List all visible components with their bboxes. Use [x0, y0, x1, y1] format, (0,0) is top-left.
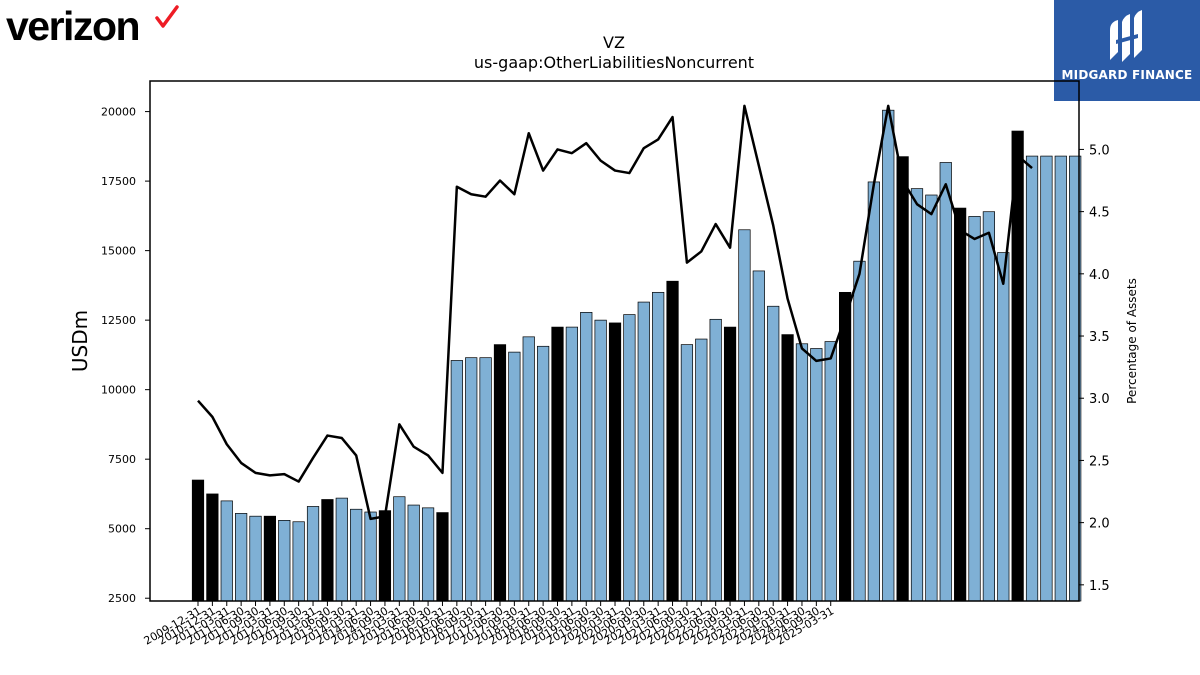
bar-2022-06-30: [910, 188, 924, 602]
bar-2012-06-30: [335, 497, 348, 602]
line-series: [197, 104, 1033, 521]
bar-2019-03-31: [723, 326, 737, 602]
bar-2010-09-30: [235, 513, 248, 602]
bar-2017-06-30: [623, 314, 636, 602]
bar-2012-09-30: [350, 508, 363, 602]
bar-2010-12-31: [249, 515, 262, 602]
bar-2023-09-30: [982, 211, 996, 602]
bar-2011-06-30: [278, 520, 291, 602]
bar-series: [191, 109, 1082, 602]
plot-frame: [149, 80, 1080, 602]
bar-2013-12-31: [421, 507, 435, 602]
bar-2022-12-31: [939, 162, 952, 602]
y-tick-label: 10000: [101, 384, 136, 397]
bar-2014-03-31: [436, 512, 449, 602]
bar-2020-06-30: [795, 343, 809, 602]
y2-tick-label: 1.5: [1089, 579, 1110, 594]
y2-tick-label: 2.0: [1089, 517, 1110, 532]
bar-2019-09-30: [752, 270, 765, 602]
chart-title: VZ: [603, 33, 625, 52]
bar-2021-03-31: [838, 291, 852, 602]
bar-2010-06-30: [220, 500, 233, 602]
bar-2015-12-31: [537, 345, 550, 602]
y-axis-right: 1.5 2.0 2.5 3.0 3.5 4.0 4.5 5.0: [1079, 143, 1110, 594]
bar-2024-12-31: [1054, 155, 1067, 602]
bar-2014-12-31: [479, 357, 492, 602]
bar-2015-06-30: [508, 351, 521, 602]
bar-2017-03-31: [608, 322, 622, 602]
bar-2019-06-30: [738, 229, 751, 602]
y-tick-label: 2500: [108, 592, 136, 605]
bar-2011-09-30: [292, 521, 305, 602]
bar-2022-03-31: [896, 156, 909, 602]
bar-2013-06-30: [393, 496, 406, 602]
bar-2022-09-30: [925, 194, 938, 602]
y2-tick-label: 3.5: [1089, 330, 1110, 345]
midgard-finance-logo: MIDGARD FINANCE: [1054, 0, 1200, 101]
bar-2015-03-31: [493, 344, 507, 602]
bar-2016-06-30: [565, 326, 578, 602]
y-tick-label: 17500: [101, 175, 136, 188]
bar-2024-09-30: [1040, 155, 1053, 602]
bar-2023-03-31: [954, 207, 967, 602]
y-axis-left: 2500 5000 7500 10000 12500 15000 17500 20000: [101, 106, 150, 605]
bar-2017-09-30: [637, 301, 650, 602]
bar-2018-09-30: [695, 338, 708, 602]
bar-2009-12-31: [191, 479, 205, 602]
y2-tick-label: 3.0: [1089, 392, 1110, 407]
bar-2023-12-31: [997, 252, 1010, 602]
verizon-logo: verizon: [6, 2, 179, 50]
bar-2014-06-30: [450, 360, 463, 602]
bar-2011-03-31: [263, 515, 276, 602]
y-tick-label: 12500: [101, 314, 136, 327]
bar-2011-12-31: [306, 506, 320, 602]
watermark-text: MIDGARD FINANCE: [1061, 68, 1193, 82]
bar-2021-09-30: [867, 181, 880, 602]
bar-2014-09-30: [465, 357, 478, 602]
y-tick-label: 5000: [108, 523, 136, 536]
bar-2020-09-30: [810, 348, 823, 602]
y-tick-label: 15000: [101, 245, 136, 258]
bar-2012-03-31: [321, 499, 334, 602]
midgard-emblem-icon: [1110, 10, 1142, 62]
y2-axis-label: Percentage of Assets: [1125, 278, 1139, 404]
y2-tick-label: 2.5: [1089, 454, 1110, 469]
y-axis-label: USDm: [68, 310, 92, 372]
pct-assets-line: [197, 104, 1033, 521]
bar-2021-12-31: [882, 109, 895, 602]
bar-2013-09-30: [407, 504, 420, 602]
bar-2017-12-31: [652, 291, 665, 602]
bar-2016-09-30: [580, 312, 593, 602]
x-axis: 2009-12-312010-12-312011-03-312011-06-30…: [142, 601, 836, 648]
bar-2016-03-31: [551, 326, 564, 602]
check-mark-icon: [155, 5, 179, 28]
y2-tick-label: 5.0: [1089, 143, 1110, 158]
y-tick-label: 20000: [101, 106, 136, 119]
bar-2016-12-31: [594, 319, 607, 602]
bar-2020-12-31: [824, 341, 837, 602]
bar-2015-09-30: [522, 336, 535, 602]
y2-tick-label: 4.0: [1089, 268, 1110, 283]
bar-2021-06-30: [853, 260, 866, 602]
bar-2019-12-31: [767, 305, 780, 602]
bar-2024-06-30: [1025, 155, 1039, 602]
bar-2018-03-31: [666, 280, 679, 602]
y-tick-label: 7500: [108, 453, 136, 466]
bar-2013-03-31: [378, 510, 392, 602]
y2-tick-label: 4.5: [1089, 206, 1110, 221]
brand-wordmark: verizon: [6, 3, 141, 49]
bar-2018-06-30: [680, 344, 694, 602]
bar-2023-06-30: [968, 216, 981, 602]
chart-subtitle: us-gaap:OtherLiabilitiesNoncurrent: [474, 53, 754, 72]
bar-2010-03-31: [206, 493, 219, 602]
bar-2012-12-31: [364, 511, 377, 602]
bar-2018-12-31: [709, 318, 722, 602]
bar-2020-03-31: [781, 334, 794, 602]
